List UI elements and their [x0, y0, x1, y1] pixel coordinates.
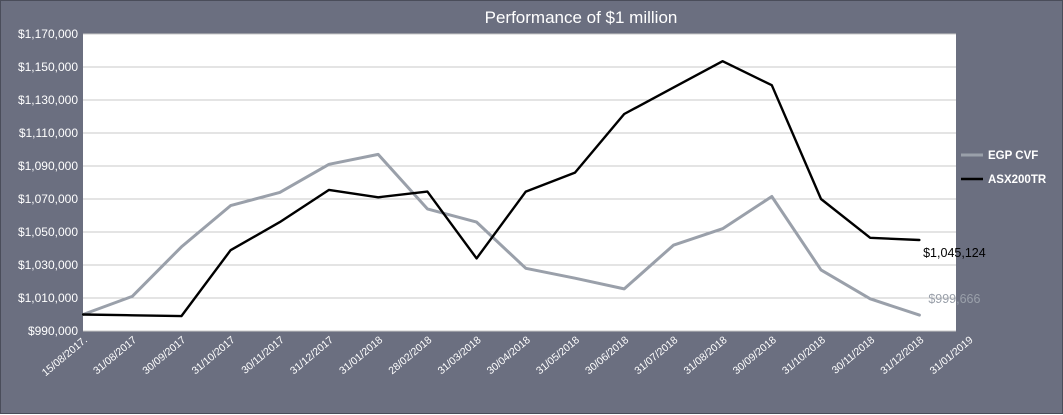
x-tick-label: 30/11/2018 — [830, 334, 877, 377]
legend-label: ASX200TR — [988, 174, 1047, 186]
series-lines — [81, 60, 921, 318]
x-tick-label: 31/08/2018 — [682, 334, 730, 377]
x-tick-label: 28/02/2018 — [386, 334, 434, 377]
x-tick-label: 31/12/2017 — [288, 334, 336, 377]
x-axis-ticks: 15/08/2017. 31/08/2017 30/09/2017 31/10/201… — [40, 334, 976, 379]
x-tick-label: 30/09/2017 — [140, 334, 188, 377]
x-tick-label: 30/04/2018 — [485, 334, 533, 377]
legend-label: EGP CVF — [988, 150, 1038, 162]
x-tick-label: 31/10/2018 — [780, 334, 828, 377]
y-tick-label: $1,030,000 — [18, 258, 78, 272]
x-tick-label: 30/06/2018 — [583, 334, 631, 377]
y-tick-label: $1,050,000 — [18, 225, 78, 239]
x-tick-label: 31/05/2018 — [534, 334, 582, 377]
x-tick-label: 30/09/2018 — [731, 334, 779, 377]
end-value-label: $1,045,124 — [923, 246, 986, 260]
series-line-egp-cvf — [81, 152, 921, 317]
x-tick-label: 31/12/2018 — [878, 334, 926, 377]
x-tick-label: 15/08/2017. — [40, 334, 90, 379]
x-tick-label: 31/08/2017 — [91, 334, 139, 377]
legend: EGP CVF ASX200TR — [961, 150, 1047, 186]
series-line-asx200tr — [81, 60, 921, 318]
end-value-label: $999,666 — [928, 292, 980, 306]
x-tick-label: 31/01/2019 — [928, 334, 976, 377]
y-tick-label: $1,170,000 — [18, 27, 78, 41]
y-tick-label: $1,130,000 — [18, 93, 78, 107]
x-tick-label: 30/11/2017 — [239, 334, 286, 377]
y-tick-label: $990,000 — [28, 324, 78, 338]
chart-title: Performance of $1 million — [485, 8, 678, 27]
x-tick-label: 31/10/2017 — [190, 334, 238, 377]
y-tick-label: $1,070,000 — [18, 192, 78, 206]
y-tick-label: $1,110,000 — [19, 126, 78, 140]
x-tick-label: 31/01/2018 — [337, 334, 385, 377]
y-tick-label: $1,090,000 — [18, 159, 78, 173]
end-value-labels: $1,045,124 $999,666 — [923, 246, 986, 306]
x-tick-label: 31/07/2018 — [632, 334, 680, 377]
y-tick-label: $1,010,000 — [18, 291, 78, 305]
x-tick-label: 31/03/2018 — [436, 334, 484, 377]
y-tick-label: $1,150,000 — [18, 60, 78, 74]
plot-area — [83, 34, 956, 331]
y-axis-ticks: $990,000 $1,010,000 $1,030,000 $1,050,000 $1… — [18, 27, 78, 338]
